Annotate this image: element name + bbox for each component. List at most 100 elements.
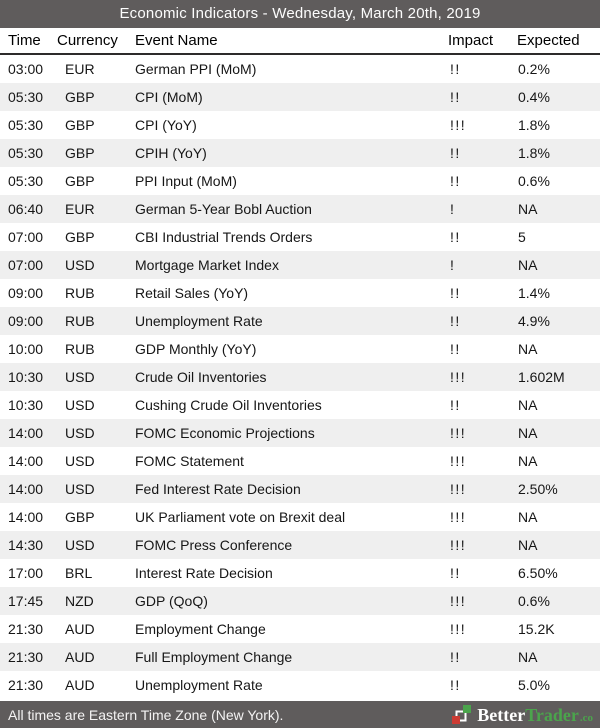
event-name-cell: GDP Monthly (YoY) [135, 341, 257, 357]
bettertrader-logo: Better Trader .co [452, 705, 593, 724]
event-currency-cell: USD [65, 257, 95, 273]
event-currency-cell: AUD [65, 649, 95, 665]
logo-better: Better [477, 704, 526, 725]
table-row: 05:30 GBP CPIH (YoY)!! 1.8% [0, 139, 600, 167]
event-name-cell: Employment Change [135, 621, 266, 637]
event-expected-cell: 5 [518, 229, 526, 245]
event-currency-cell: GBP [65, 145, 95, 161]
event-currency-cell: BRL [65, 565, 93, 581]
event-time-cell: 06:40 [8, 201, 44, 217]
event-time-cell: 07:00 [8, 257, 44, 273]
event-name-cell: Cushing Crude Oil Inventories [135, 397, 322, 413]
event-expected-cell: 15.2K [518, 621, 555, 637]
event-expected-cell: 6.50% [518, 565, 558, 581]
event-expected-cell: NA [518, 537, 538, 553]
event-name-cell: CPI (MoM) [135, 89, 203, 105]
column-header-impact: Impact [448, 32, 494, 49]
event-impact-cell: ! [450, 257, 456, 273]
table-row: 09:00 RUB Retail Sales (YoY)!! 1.4% [0, 279, 600, 307]
event-expected-cell: 1.4% [518, 285, 550, 301]
event-time-cell: 10:30 [8, 397, 44, 413]
table-body: 03:00 EUR German PPI (MoM)!! 0.2% 05:30 GBP CP… [0, 55, 600, 699]
logo-tld: .co [579, 711, 593, 724]
event-impact-cell: !! [450, 61, 461, 77]
table-row: 06:40 EUR German 5-Year Bobl Auction! NA [0, 195, 600, 223]
event-impact-cell: !! [450, 649, 461, 665]
event-currency-cell: USD [65, 369, 95, 385]
event-time-cell: 05:30 [8, 145, 44, 161]
event-currency-cell: GBP [65, 173, 95, 189]
bettertrader-logo-text: Better Trader .co [477, 706, 593, 724]
event-expected-cell: NA [518, 509, 538, 525]
event-impact-cell: ! [450, 201, 456, 217]
event-time-cell: 03:00 [8, 61, 44, 77]
event-currency-cell: EUR [65, 61, 95, 77]
event-currency-cell: USD [65, 425, 95, 441]
event-name-cell: German PPI (MoM) [135, 61, 257, 77]
event-name-cell: UK Parliament vote on Brexit deal [135, 509, 346, 525]
table-row: 14:00 GBP UK Parliament vote on Brexit dea… [0, 503, 600, 531]
event-impact-cell: !! [450, 285, 461, 301]
column-header-expected: Expected [517, 32, 580, 49]
event-expected-cell: 4.9% [518, 313, 550, 329]
event-expected-cell: 0.6% [518, 173, 550, 189]
event-currency-cell: AUD [65, 621, 95, 637]
event-impact-cell: !! [450, 677, 461, 693]
page-title: Economic Indicators - Wednesday, March 2… [119, 5, 481, 22]
table-row: 05:30 GBP CPI (MoM)!! 0.4% [0, 83, 600, 111]
event-impact-cell: !! [450, 145, 461, 161]
table-row: 14:00 USD Fed Interest Rate Decision!!! 2.5… [0, 475, 600, 503]
event-name-cell: CPI (YoY) [135, 117, 197, 133]
event-impact-cell: !! [450, 565, 461, 581]
event-time-cell: 17:00 [8, 565, 44, 581]
column-header-event: Event Name [135, 32, 218, 49]
event-impact-cell: !!! [450, 453, 467, 469]
event-expected-cell: NA [518, 453, 538, 469]
event-name-cell: FOMC Press Conference [135, 537, 293, 553]
event-time-cell: 10:30 [8, 369, 44, 385]
table-row: 14:30 USD FOMC Press Conference!!! NA [0, 531, 600, 559]
event-time-cell: 14:00 [8, 481, 44, 497]
event-name-cell: German 5-Year Bobl Auction [135, 201, 312, 217]
event-name-cell: Retail Sales (YoY) [135, 285, 249, 301]
event-impact-cell: !!! [450, 621, 467, 637]
event-impact-cell: !! [450, 89, 461, 105]
event-expected-cell: 1.8% [518, 145, 550, 161]
event-time-cell: 05:30 [8, 89, 44, 105]
event-name-cell: GDP (QoQ) [135, 593, 208, 609]
table-row: 21:30 AUD Full Employment Change!! NA [0, 643, 600, 671]
event-time-cell: 05:30 [8, 117, 44, 133]
table-row: 05:30 GBP CPI (YoY)!!! 1.8% [0, 111, 600, 139]
event-expected-cell: NA [518, 397, 538, 413]
event-expected-cell: 1.602M [518, 369, 565, 385]
event-impact-cell: !!! [450, 481, 467, 497]
event-time-cell: 10:00 [8, 341, 44, 357]
event-currency-cell: GBP [65, 117, 95, 133]
event-expected-cell: NA [518, 425, 538, 441]
event-time-cell: 21:30 [8, 621, 44, 637]
table-row: 10:30 USD Crude Oil Inventories!!! 1.602M [0, 363, 600, 391]
table-row: 10:30 USD Cushing Crude Oil Inventories!! N… [0, 391, 600, 419]
event-expected-cell: NA [518, 341, 538, 357]
table-row: 10:00 RUB GDP Monthly (YoY)!! NA [0, 335, 600, 363]
event-currency-cell: GBP [65, 229, 95, 245]
event-currency-cell: NZD [65, 593, 94, 609]
event-time-cell: 14:00 [8, 425, 44, 441]
event-currency-cell: USD [65, 453, 95, 469]
event-impact-cell: !!! [450, 117, 467, 133]
logo-trader: Trader [525, 704, 579, 725]
event-expected-cell: 0.4% [518, 89, 550, 105]
event-impact-cell: !!! [450, 509, 467, 525]
event-expected-cell: 5.0% [518, 677, 550, 693]
table-row: 21:30 AUD Unemployment Rate!! 5.0% [0, 671, 600, 699]
table-row: 14:00 USD FOMC Statement!!! NA [0, 447, 600, 475]
table-row: 21:30 AUD Employment Change!!! 15.2K [0, 615, 600, 643]
event-expected-cell: 0.6% [518, 593, 550, 609]
event-impact-cell: !! [450, 397, 461, 413]
event-time-cell: 09:00 [8, 313, 44, 329]
event-name-cell: FOMC Statement [135, 453, 244, 469]
table-row: 05:30 GBP PPI Input (MoM)!! 0.6% [0, 167, 600, 195]
event-currency-cell: EUR [65, 201, 95, 217]
event-impact-cell: !! [450, 173, 461, 189]
table-row: 07:00 USD Mortgage Market Index! NA [0, 251, 600, 279]
